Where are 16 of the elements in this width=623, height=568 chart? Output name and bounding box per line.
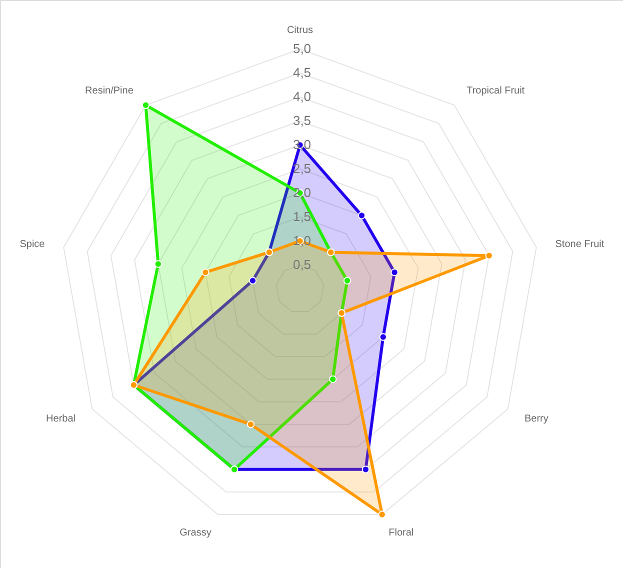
spoke-label: Tropical Fruit bbox=[466, 85, 525, 96]
spoke-label: Stone Fruit bbox=[555, 238, 604, 250]
spoke-label: Berry bbox=[524, 414, 548, 425]
spoke-label: Grassy bbox=[180, 528, 212, 539]
spoke-label: Spice bbox=[20, 238, 46, 250]
y-tick-label: 4,5 bbox=[292, 65, 312, 80]
y-tick-label: 5,0 bbox=[292, 41, 312, 56]
spoke-label: Citrus bbox=[286, 24, 314, 36]
spoke-label: Herbal bbox=[46, 414, 76, 425]
spoke-label: Resin/Pine bbox=[85, 85, 134, 96]
y-tick-label: 1,0 bbox=[292, 233, 312, 248]
y-tick-label: 1,5 bbox=[292, 209, 312, 224]
spoke-label: Floral bbox=[388, 528, 414, 539]
y-tick-label: 4,0 bbox=[292, 89, 312, 104]
y-tick-label: 3,5 bbox=[292, 113, 312, 128]
y-tick-label: 0,5 bbox=[292, 257, 312, 272]
